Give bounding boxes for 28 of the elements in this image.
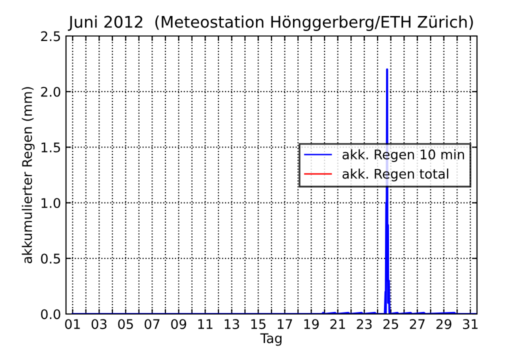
x-tick-label: 21 [330,319,345,329]
y-tick-label: 1.0 [42,198,60,208]
x-axis-title: Tag [260,333,282,346]
y-axis-title: akkumulierter Regen (mm) [22,87,35,264]
x-tick-label: 27 [410,319,425,329]
chart-title: Juni 2012 (Meteostation Hönggerberg/ETH Zürich) [68,16,473,31]
x-tick-label: 29 [436,319,452,330]
y-tick-label: 2.0 [41,86,60,97]
x-tick-label: 07 [144,319,160,330]
y-tick-label: 2.5 [41,31,60,42]
y-tick-label: 0.0 [41,309,60,320]
x-tick-label: 13 [224,319,240,330]
x-tick-label: 11 [198,319,212,329]
x-tick-label: 17 [278,319,292,329]
x-tick-label: 23 [356,319,372,330]
x-tick-label: 25 [383,319,398,330]
x-tick-label: 05 [118,319,133,330]
x-tick-label: 09 [171,319,186,330]
x-tick-label: 03 [92,319,106,330]
y-tick-label: 1.5 [42,142,60,152]
x-tick-label: 15 [251,319,266,330]
line-series [72,68,477,314]
x-tick-label: 31 [462,319,478,330]
x-tick-label: 19 [304,319,319,330]
y-tick-label: 0.5 [41,254,60,264]
legend-label: akk. Regen total [342,168,448,182]
x-tick-label: 01 [65,319,80,330]
legend-label: akk. Regen 10 min [342,149,464,162]
